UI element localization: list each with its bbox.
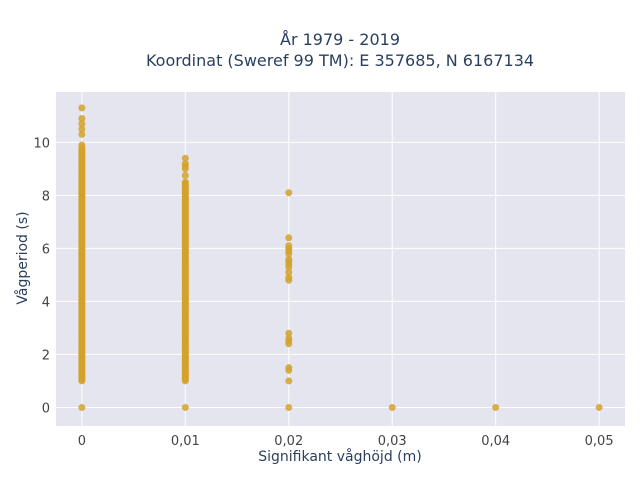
x-tick-label: 0,01 bbox=[171, 434, 200, 449]
chart-title-line1: År 1979 - 2019 bbox=[280, 30, 400, 49]
y-tick-label: 2 bbox=[42, 348, 50, 363]
data-point bbox=[181, 178, 189, 186]
y-tick-label: 0 bbox=[42, 401, 50, 416]
y-tick-label: 10 bbox=[33, 136, 50, 151]
x-axis-title: Signifikant våghöjd (m) bbox=[258, 448, 421, 465]
plot-area bbox=[56, 92, 625, 426]
data-point bbox=[285, 255, 293, 263]
x-tick-label: 0 bbox=[78, 434, 86, 449]
y-tick-labels: 0 2 4 6 8 10 bbox=[33, 136, 50, 416]
data-point bbox=[78, 115, 86, 123]
y-gridlines bbox=[56, 141, 625, 408]
data-point bbox=[78, 403, 86, 411]
data-point bbox=[285, 274, 293, 282]
x-tick-labels: 0 0,01 0,02 0,03 0,04 0,05 bbox=[78, 434, 614, 449]
data-point bbox=[285, 242, 293, 250]
data-point bbox=[595, 403, 603, 411]
data-point bbox=[285, 377, 293, 385]
data-point bbox=[285, 329, 293, 337]
y-tick-label: 4 bbox=[42, 295, 50, 310]
data-point bbox=[285, 335, 293, 343]
data-point bbox=[285, 234, 293, 242]
chart-title-line2: Koordinat (Sweref 99 TM): E 357685, N 61… bbox=[146, 51, 534, 70]
data-point bbox=[388, 403, 396, 411]
data-point bbox=[181, 160, 189, 168]
data-point bbox=[285, 403, 293, 411]
scatter-points bbox=[78, 104, 603, 411]
y-axis-title: Vågperiod (s) bbox=[14, 211, 31, 304]
data-point bbox=[181, 403, 189, 411]
x-tick-label: 0,02 bbox=[274, 434, 303, 449]
data-point bbox=[78, 125, 86, 133]
data-point bbox=[78, 104, 86, 112]
data-point bbox=[78, 141, 86, 149]
data-point bbox=[181, 172, 189, 179]
y-tick-label: 8 bbox=[42, 189, 50, 204]
x-tick-label: 0,04 bbox=[481, 434, 510, 449]
x-tick-label: 0,03 bbox=[378, 434, 407, 449]
data-point bbox=[181, 154, 189, 162]
data-point bbox=[285, 189, 293, 197]
y-tick-label: 6 bbox=[42, 242, 50, 257]
data-point bbox=[78, 130, 86, 138]
data-point bbox=[78, 120, 86, 128]
x-tick-label: 0,05 bbox=[585, 434, 614, 449]
data-point bbox=[285, 364, 293, 372]
data-point bbox=[492, 403, 500, 411]
data-point bbox=[285, 268, 293, 276]
